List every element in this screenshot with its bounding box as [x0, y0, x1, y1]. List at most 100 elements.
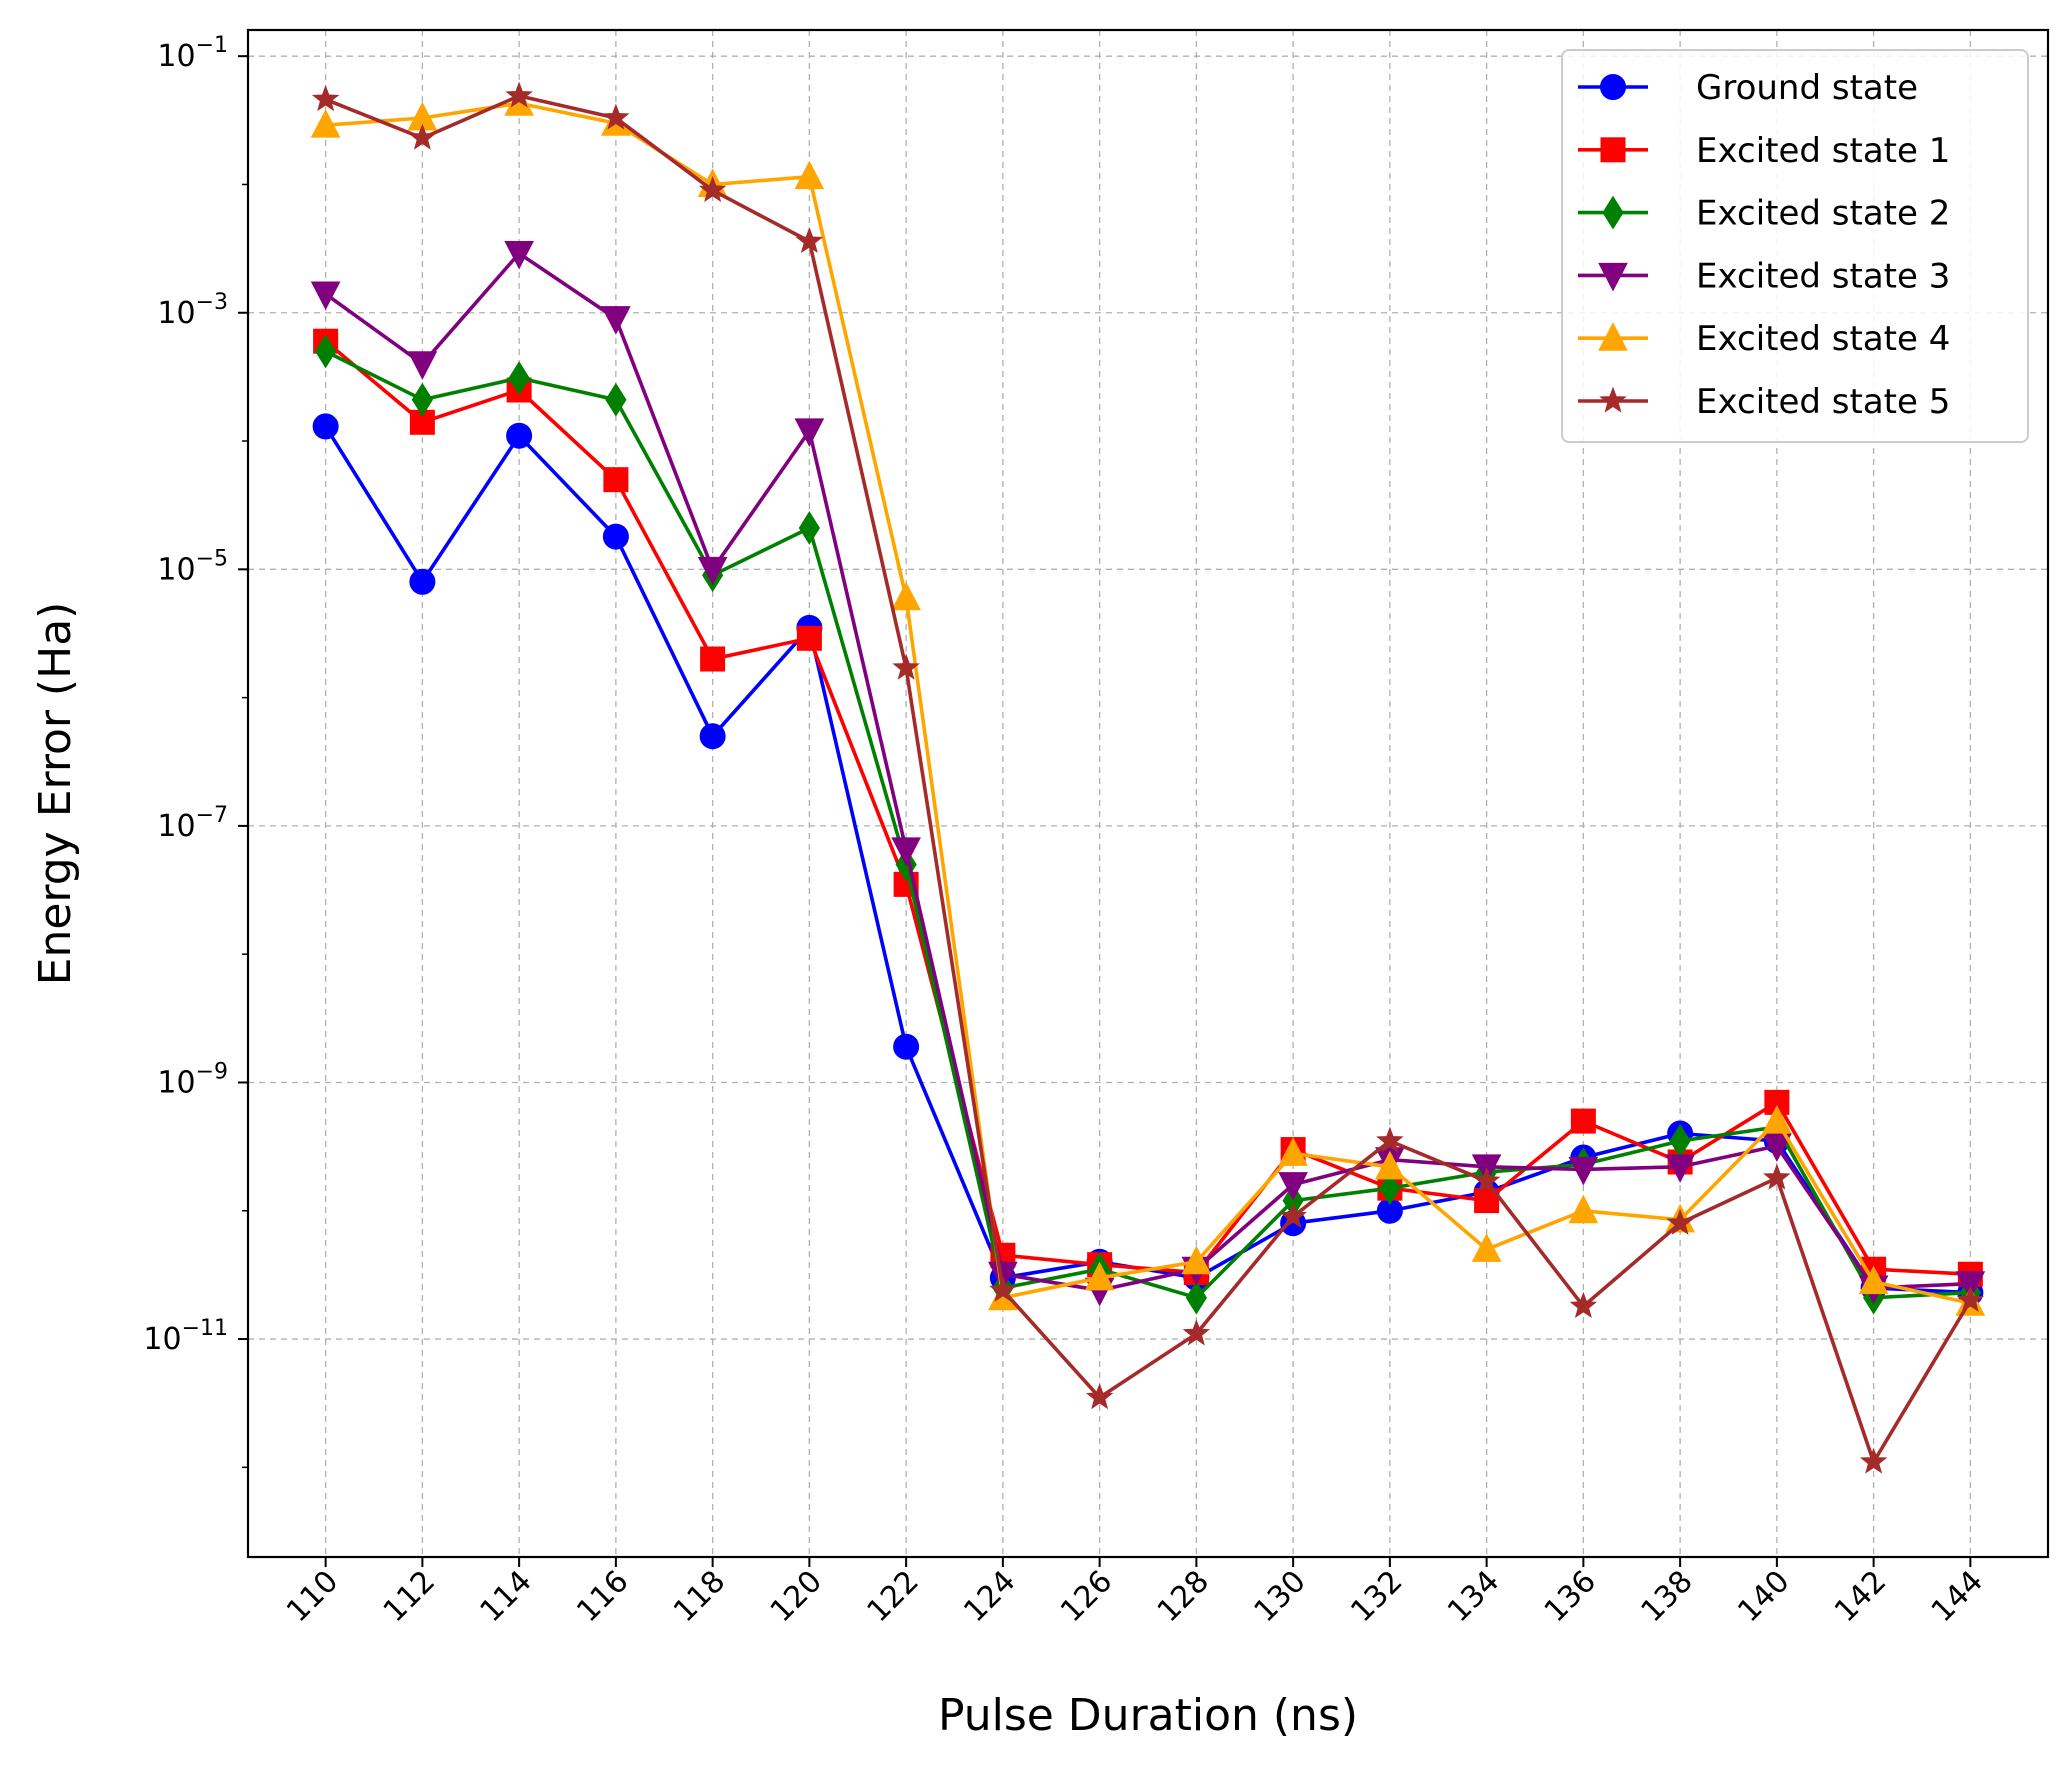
data-point	[1278, 1137, 1308, 1166]
data-point	[891, 837, 921, 866]
data-point	[605, 382, 627, 417]
data-point	[1764, 1089, 1790, 1115]
x-tick-label: 126	[1054, 1564, 1119, 1629]
x-tick-label: 138	[1635, 1564, 1700, 1629]
series-line	[324, 251, 1971, 1293]
legend: Ground state Excited state 1 Excited state…	[1561, 49, 2029, 443]
data-point	[1665, 1154, 1695, 1183]
legend-label: Excited state 4	[1696, 319, 1950, 359]
y-tick-mantissa: 10	[157, 39, 195, 74]
legend-label: Excited state 1	[1696, 131, 1950, 171]
legend-marker	[1598, 262, 1628, 292]
data-point	[1858, 1265, 1889, 1295]
x-tick-label: 136	[1538, 1564, 1603, 1629]
x-tick-label: 116	[570, 1564, 635, 1629]
series-excited-state-3	[310, 240, 1986, 1307]
y-axis-label: Energy Error (Ha)	[30, 602, 81, 986]
x-tick-label: 124	[957, 1564, 1022, 1629]
data-point	[1762, 1105, 1792, 1134]
data-point	[796, 625, 822, 651]
legend-label: Excited state 2	[1696, 194, 1950, 234]
x-tick-label: 130	[1248, 1564, 1313, 1629]
data-point	[795, 226, 824, 254]
legend-label: Ground state	[1696, 68, 1918, 108]
data-point	[1085, 1383, 1114, 1410]
data-point	[892, 653, 920, 680]
data-point	[891, 581, 921, 611]
legend-marker	[1598, 322, 1628, 351]
series-layer	[310, 81, 1986, 1474]
data-point	[699, 723, 726, 750]
series-ground-state	[312, 413, 1984, 1306]
legend-marker	[1602, 195, 1624, 230]
x-tick-label: 134	[1441, 1564, 1506, 1629]
data-point	[1956, 1285, 1985, 1313]
legend-entry: Excited state 5	[1578, 382, 1950, 422]
series-line	[324, 425, 1971, 1295]
x-tick-label: 132	[1344, 1564, 1409, 1629]
data-point	[1859, 1447, 1888, 1474]
data-point	[1279, 1202, 1307, 1229]
x-tick-label: 122	[861, 1564, 926, 1629]
data-point	[1181, 1245, 1212, 1275]
data-point	[1568, 1194, 1599, 1224]
legend-label: Excited state 3	[1696, 256, 1950, 296]
data-point	[700, 646, 726, 672]
data-point	[1568, 1156, 1599, 1186]
x-tick-label: 144	[1925, 1564, 1990, 1629]
data-point	[1182, 1319, 1211, 1346]
x-tick-label: 112	[377, 1564, 442, 1629]
data-point	[1570, 1108, 1596, 1134]
data-point	[893, 1033, 920, 1060]
x-tick-label: 140	[1731, 1564, 1796, 1629]
x-tick-label: 118	[667, 1564, 732, 1629]
data-point	[1763, 1163, 1791, 1190]
y-tick-exponent: −7	[196, 803, 228, 828]
data-point	[505, 81, 533, 108]
legend-entry: Excited state 3	[1578, 256, 1950, 296]
data-point	[798, 511, 820, 545]
y-tick-label: 10−5	[157, 546, 228, 587]
data-point	[504, 240, 534, 270]
data-point	[1084, 1261, 1115, 1291]
legend-entry: Excited state 4	[1578, 319, 1950, 359]
data-point	[408, 123, 437, 150]
y-tick-mantissa: 10	[143, 1322, 181, 1357]
y-tick-label: 10−3	[157, 290, 228, 331]
data-point	[794, 418, 825, 447]
data-point	[409, 568, 436, 595]
series-excited-state-4	[310, 87, 1986, 1316]
data-point	[697, 556, 728, 586]
data-point	[1569, 1291, 1598, 1318]
legend-box	[1561, 49, 2029, 443]
y-tick-mantissa: 10	[157, 552, 195, 587]
y-tick-exponent: −5	[196, 546, 228, 571]
x-tick-label: 120	[764, 1564, 829, 1629]
y-axis: 10−110−310−510−710−910−11	[143, 33, 248, 1469]
x-axis: 110 112 114 116 118 120 122 124 126 128 130 132 134 1…	[280, 1557, 1990, 1629]
series-line	[324, 349, 1971, 1300]
y-tick-label: 10−1	[157, 33, 228, 74]
data-point	[508, 361, 530, 395]
data-point	[1666, 1208, 1694, 1235]
data-point	[989, 1275, 1017, 1302]
y-tick-mantissa: 10	[157, 1065, 195, 1100]
data-point	[988, 1261, 1018, 1291]
x-axis-label: Pulse Duration (ns)	[938, 1690, 1358, 1741]
data-point	[1472, 1166, 1501, 1193]
data-point	[506, 422, 533, 449]
data-point	[794, 160, 825, 190]
data-point	[1955, 1271, 1986, 1300]
y-tick-label: 10−7	[157, 803, 228, 844]
y-tick-exponent: −9	[196, 1059, 228, 1084]
series-line	[325, 101, 1971, 1306]
data-point	[407, 351, 438, 380]
x-tick-label: 114	[474, 1564, 539, 1629]
data-point	[411, 382, 433, 417]
data-point	[1471, 1233, 1502, 1262]
data-point	[602, 523, 629, 550]
data-point	[1762, 1133, 1792, 1163]
data-point	[1379, 1171, 1401, 1206]
legend-label: Excited state 5	[1696, 382, 1950, 422]
